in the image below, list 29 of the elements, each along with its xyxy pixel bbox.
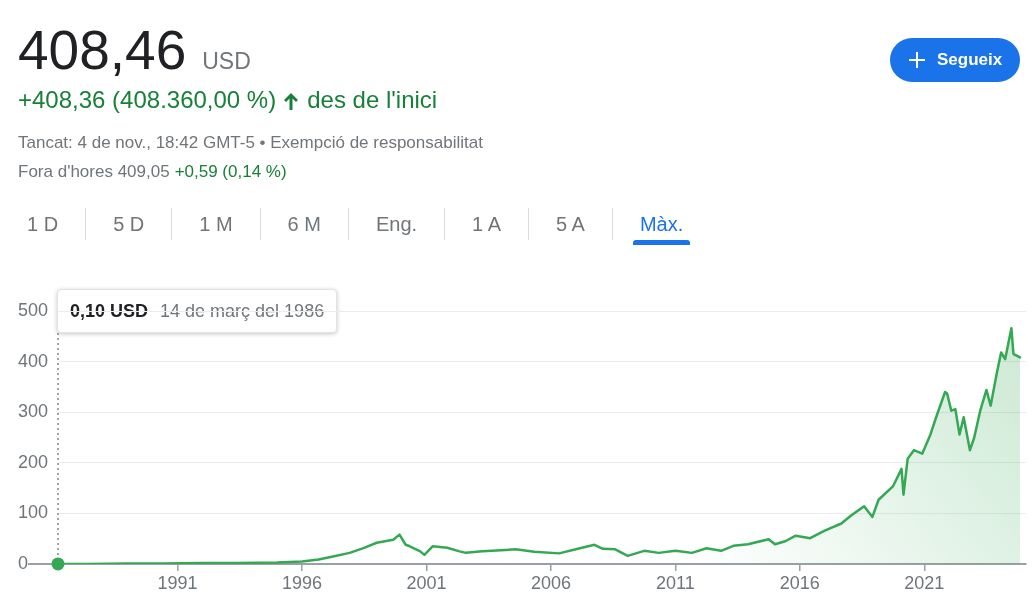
y-tick-label: 200 xyxy=(18,451,49,472)
text: Màx. xyxy=(639,212,684,237)
text: Fora d'hores 409,05 xyxy=(18,162,170,181)
y-tick-label: 100 xyxy=(18,502,49,523)
chart-subtitle: USD xyxy=(202,48,251,74)
text: +408,36 (408.360,00 %) xyxy=(18,86,277,113)
text: +0,59 (0,14 %) xyxy=(174,162,287,181)
x-tick-label: 2011 xyxy=(656,572,695,593)
y-tick-label: 300 xyxy=(18,401,49,422)
x-tick-label: 2006 xyxy=(530,572,571,593)
text: Eng. xyxy=(375,212,418,237)
text: 1 D xyxy=(27,212,59,237)
text: des de l'inici xyxy=(307,86,438,113)
text: Tancat: 4 de nov., 18:42 GMT-5 • Exempció de responsabilitat xyxy=(18,133,483,152)
x-tick-label: 2001 xyxy=(406,572,447,593)
y-tick-label: 400 xyxy=(18,350,49,371)
x-tick-label: 2021 xyxy=(904,572,945,593)
x-tick-label: 1991 xyxy=(157,572,198,593)
text: 5 A xyxy=(556,212,585,237)
x-tick-label: 1996 xyxy=(281,572,323,593)
text: 1 A xyxy=(472,212,502,237)
button: Segueix xyxy=(890,38,1020,82)
text: 6 M xyxy=(287,212,321,237)
x-tick-label: 2016 xyxy=(779,572,820,593)
chart-title: 408,46 xyxy=(18,19,187,81)
text: 1 M xyxy=(199,212,233,237)
text: 5 D xyxy=(113,212,145,237)
y-tick-label: 0 xyxy=(18,552,29,573)
y-tick-label: 500 xyxy=(18,299,49,320)
